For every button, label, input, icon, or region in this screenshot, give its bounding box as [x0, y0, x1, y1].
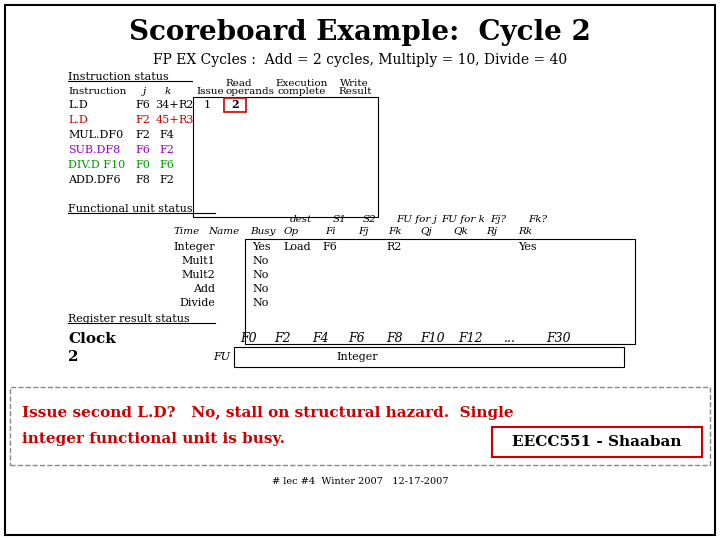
Text: Rk: Rk: [518, 226, 532, 235]
Text: F8: F8: [387, 333, 403, 346]
Text: Name: Name: [208, 226, 239, 235]
Text: R2: R2: [386, 242, 401, 252]
Text: Execution: Execution: [275, 79, 328, 89]
Text: Yes: Yes: [252, 242, 271, 252]
Text: Mult1: Mult1: [181, 256, 215, 266]
Text: L.D: L.D: [68, 100, 88, 110]
Text: FU: FU: [213, 352, 230, 362]
Text: S2: S2: [363, 214, 377, 224]
Text: F2: F2: [160, 175, 174, 185]
Text: Fk: Fk: [388, 226, 402, 235]
Text: complete: complete: [278, 86, 326, 96]
Text: Mult2: Mult2: [181, 270, 215, 280]
Bar: [234, 347, 624, 367]
Text: Rj: Rj: [486, 226, 497, 235]
Bar: [245, 239, 635, 344]
Text: No: No: [252, 298, 269, 308]
Text: integer functional unit is busy.: integer functional unit is busy.: [22, 432, 285, 446]
Text: FP EX Cycles :  Add = 2 cycles, Multiply = 10, Divide = 40: FP EX Cycles : Add = 2 cycles, Multiply …: [153, 53, 567, 67]
Bar: [492, 427, 702, 457]
Text: FU for j: FU for j: [396, 214, 437, 224]
Text: dest: dest: [290, 214, 312, 224]
Text: R2: R2: [179, 100, 194, 110]
Text: Yes: Yes: [518, 242, 536, 252]
Text: F12: F12: [459, 333, 483, 346]
Text: 45+: 45+: [156, 115, 179, 125]
Text: Scoreboard Example:  Cycle 2: Scoreboard Example: Cycle 2: [129, 19, 591, 46]
Text: Write: Write: [340, 79, 369, 89]
Text: Result: Result: [338, 86, 372, 96]
Text: Time: Time: [173, 226, 199, 235]
Text: Register result status: Register result status: [68, 314, 190, 324]
Bar: [224, 98, 246, 112]
Text: No: No: [252, 270, 269, 280]
Text: Functional unit status: Functional unit status: [68, 204, 193, 214]
Text: EECC551 - Shaaban: EECC551 - Shaaban: [512, 435, 682, 449]
Text: Fk?: Fk?: [528, 214, 547, 224]
Text: DIV.D F10: DIV.D F10: [68, 160, 125, 170]
Text: Clock: Clock: [68, 332, 116, 346]
Text: Read: Read: [225, 79, 251, 89]
Text: L.D: L.D: [68, 115, 88, 125]
Text: Integer: Integer: [336, 352, 378, 362]
Text: F30: F30: [546, 333, 570, 346]
Text: 34+: 34+: [156, 100, 179, 110]
Text: Qk: Qk: [453, 226, 468, 235]
Text: Issue second L.D?   No, stall on structural hazard.  Single: Issue second L.D? No, stall on structura…: [22, 406, 513, 420]
Text: Fi: Fi: [325, 226, 336, 235]
Text: F2: F2: [275, 333, 292, 346]
Text: F4: F4: [160, 130, 174, 140]
Text: F10: F10: [420, 333, 445, 346]
Bar: [10, 387, 710, 465]
Text: F6: F6: [135, 145, 150, 155]
Text: Add: Add: [193, 284, 215, 294]
Text: F6: F6: [348, 333, 365, 346]
Text: F2: F2: [135, 115, 150, 125]
Text: 2: 2: [231, 99, 239, 111]
Text: F2: F2: [160, 145, 174, 155]
Text: Busy: Busy: [250, 226, 276, 235]
Text: operands: operands: [225, 86, 274, 96]
Text: F4: F4: [312, 333, 328, 346]
Text: F2: F2: [135, 130, 150, 140]
Text: 1: 1: [204, 100, 210, 110]
Bar: [193, 97, 378, 217]
Text: j: j: [143, 86, 147, 96]
Text: No: No: [252, 284, 269, 294]
Text: ADD.DF6: ADD.DF6: [68, 175, 121, 185]
Text: Fj: Fj: [358, 226, 369, 235]
Text: Op: Op: [284, 226, 299, 235]
Text: F6: F6: [135, 100, 150, 110]
Text: Instruction: Instruction: [68, 86, 127, 96]
Text: F0: F0: [240, 333, 256, 346]
Text: S1: S1: [333, 214, 347, 224]
Text: F0: F0: [135, 160, 150, 170]
Text: F6: F6: [322, 242, 337, 252]
Text: k: k: [165, 86, 171, 96]
Text: MUL.DF0: MUL.DF0: [68, 130, 123, 140]
Text: Qj: Qj: [420, 226, 432, 235]
Text: Load: Load: [283, 242, 310, 252]
Text: Fj?: Fj?: [490, 214, 506, 224]
Text: FU for k: FU for k: [441, 214, 485, 224]
Text: R3: R3: [179, 115, 194, 125]
Text: SUB.DF8: SUB.DF8: [68, 145, 120, 155]
Text: Issue: Issue: [196, 86, 224, 96]
Text: Instruction status: Instruction status: [68, 72, 168, 82]
Text: # lec #4  Winter 2007   12-17-2007: # lec #4 Winter 2007 12-17-2007: [271, 477, 449, 487]
Text: Divide: Divide: [179, 298, 215, 308]
Text: Integer: Integer: [174, 242, 215, 252]
Text: F6: F6: [160, 160, 174, 170]
Text: F8: F8: [135, 175, 150, 185]
Text: 2: 2: [68, 350, 78, 364]
Text: ...: ...: [504, 333, 516, 346]
Text: No: No: [252, 256, 269, 266]
